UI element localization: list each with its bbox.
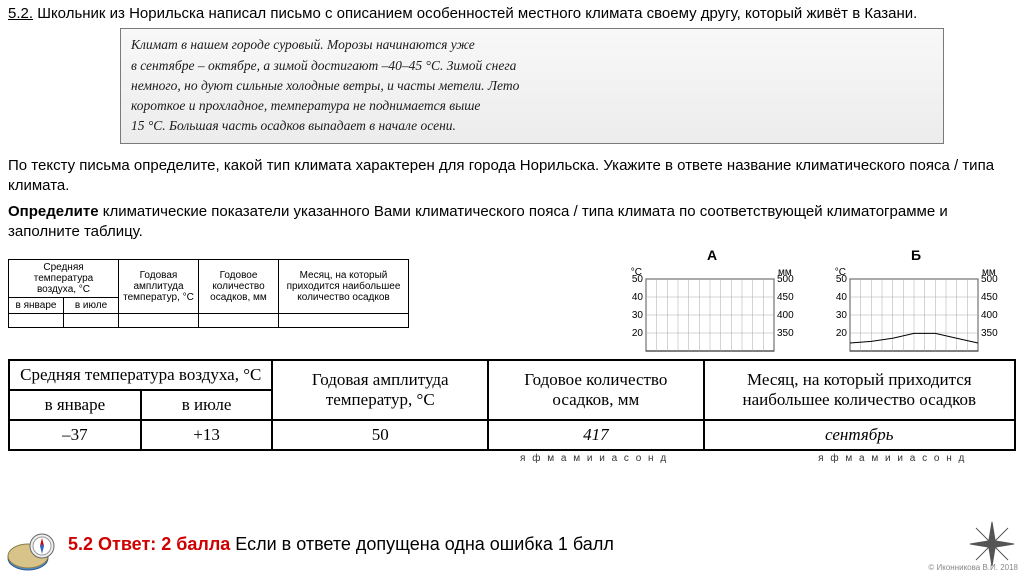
st-h1b: в июле xyxy=(64,297,119,313)
answer-rest: Если в ответе допущена одна ошибка 1 бал… xyxy=(230,534,614,554)
chart-b-label: Б xyxy=(826,247,1006,263)
st-cell xyxy=(119,313,199,327)
bt-v5: сентябрь xyxy=(704,420,1015,450)
chart-a-label: А xyxy=(622,247,802,263)
chart-b: °Cмм50500404503040020350 xyxy=(826,265,1006,355)
svg-text:50: 50 xyxy=(632,274,644,285)
answer-line: 5.2 Ответ: 2 балла Если в ответе допущен… xyxy=(68,534,614,555)
st-cell xyxy=(199,313,279,327)
svg-text:40: 40 xyxy=(836,292,848,303)
st-cell xyxy=(9,313,64,327)
task-intro-text: Школьник из Норильска написал письмо с о… xyxy=(37,5,917,22)
svg-text:350: 350 xyxy=(981,328,998,339)
svg-text:400: 400 xyxy=(777,310,794,321)
months-axis-row: я ф м а м и и а с о н д я ф м а м и и а … xyxy=(520,451,1024,464)
svg-text:20: 20 xyxy=(632,328,644,339)
st-h3: Годовое количество осадков, мм xyxy=(199,259,279,313)
letter-line: немного, но дуют сильные холодные ветры,… xyxy=(131,76,933,96)
chart-a: °Cмм50500404503040020350 xyxy=(622,265,802,355)
task-intro: 5.2. Школьник из Норильска написал письм… xyxy=(0,0,1024,26)
bt-v3: 50 xyxy=(272,420,488,450)
task-number: 5.2. xyxy=(8,5,33,22)
instruction-2: Определите климатические показатели указ… xyxy=(0,198,1024,245)
svg-text:350: 350 xyxy=(777,328,794,339)
bt-h3: Годовое количество осадков, мм xyxy=(488,360,704,420)
windrose-icon xyxy=(968,520,1016,568)
letter-line: Климат в нашем городе суровый. Морозы на… xyxy=(131,35,933,55)
svg-text:500: 500 xyxy=(777,274,794,285)
st-h1: Средняя температура воздуха, °C xyxy=(9,259,119,297)
chart-b-block: Б °Cмм50500404503040020350 xyxy=(826,247,1006,355)
letter-box: Климат в нашем городе суровый. Морозы на… xyxy=(120,28,944,143)
letter-line: короткое и прохладное, температура не по… xyxy=(131,96,933,116)
instruction-1: По тексту письма определите, какой тип к… xyxy=(0,152,1024,199)
st-cell xyxy=(279,313,409,327)
st-h4: Месяц, на который приходится наибольшее … xyxy=(279,259,409,313)
st-h1a: в январе xyxy=(9,297,64,313)
st-h2: Годовая амплитуда температур, °C xyxy=(119,259,199,313)
chart-a-block: А °Cмм50500404503040020350 xyxy=(622,247,802,355)
small-blank-table: Средняя температура воздуха, °C Годовая … xyxy=(8,259,409,328)
bt-h4: Месяц, на который приходится наибольшее … xyxy=(704,360,1015,420)
svg-text:20: 20 xyxy=(836,328,848,339)
footer: 5.2 Ответ: 2 балла Если в ответе допущен… xyxy=(0,520,1024,568)
svg-text:500: 500 xyxy=(981,274,998,285)
instruction-2-rest: климатические показатели указанного Вами… xyxy=(8,203,948,240)
svg-text:40: 40 xyxy=(632,292,644,303)
bt-v2: +13 xyxy=(141,420,273,450)
answer-red: 5.2 Ответ: 2 балла xyxy=(68,534,230,554)
bt-h2: Годовая амплитуда температур, °C xyxy=(272,360,488,420)
bt-h1b: в июле xyxy=(141,390,273,420)
svg-text:30: 30 xyxy=(632,310,644,321)
bt-h1a: в январе xyxy=(9,390,141,420)
bt-v4: 417 xyxy=(488,420,704,450)
st-cell xyxy=(64,313,119,327)
svg-text:400: 400 xyxy=(981,310,998,321)
months-b: я ф м а м и и а с о н д xyxy=(818,453,966,464)
months-a: я ф м а м и и а с о н д xyxy=(520,453,668,464)
compass-icon xyxy=(6,528,58,572)
instruction-2-bold: Определите xyxy=(8,203,99,220)
svg-text:450: 450 xyxy=(777,292,794,303)
letter-line: в сентябре – октябре, а зимой достигают … xyxy=(131,56,933,76)
bt-h1: Средняя температура воздуха, °C xyxy=(9,360,272,390)
answer-table: Средняя температура воздуха, °C Годовая … xyxy=(8,359,1016,451)
letter-line: 15 °C. Большая часть осадков выпадает в … xyxy=(131,116,933,136)
bt-v1: –37 xyxy=(9,420,141,450)
svg-text:30: 30 xyxy=(836,310,848,321)
copyright: © Иконникова В.И. 2018 xyxy=(928,563,1018,572)
charts-wrap: А °Cмм50500404503040020350 Б °Cмм5050040… xyxy=(622,247,1016,355)
svg-text:450: 450 xyxy=(981,292,998,303)
tables-and-charts-row: Средняя температура воздуха, °C Годовая … xyxy=(0,245,1024,355)
svg-text:50: 50 xyxy=(836,274,848,285)
